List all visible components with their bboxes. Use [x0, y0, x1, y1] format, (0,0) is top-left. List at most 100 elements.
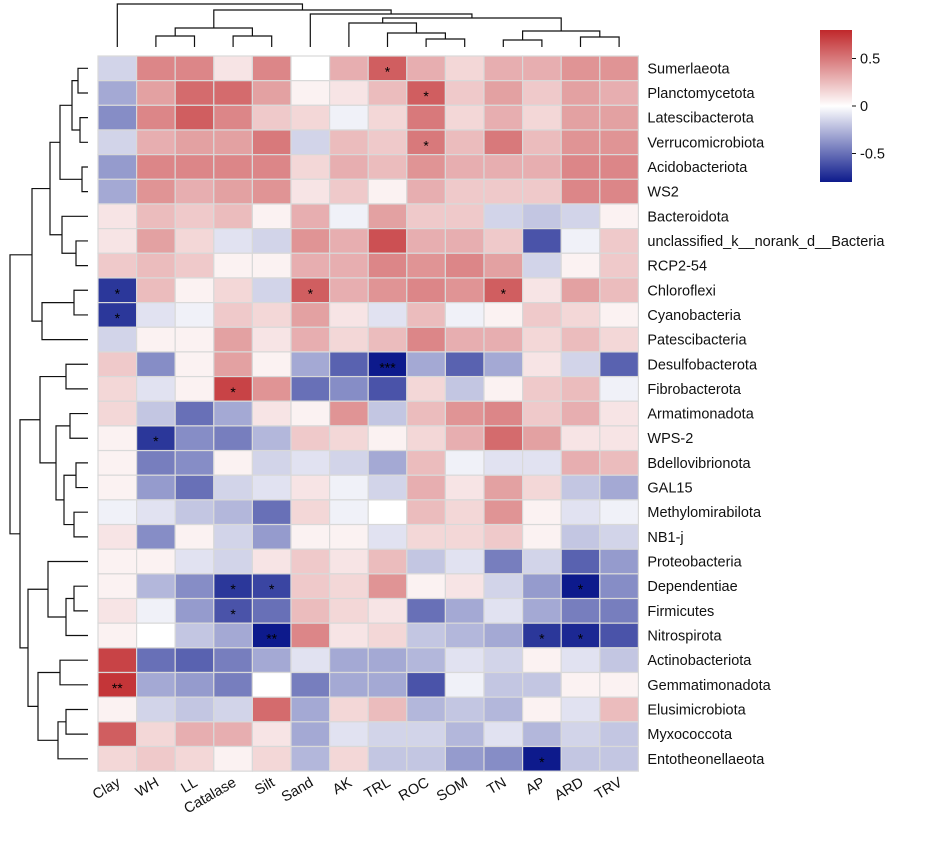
heatmap-cell: [174, 671, 215, 698]
heatmap-cell: [329, 351, 369, 378]
significance-marks: **** * ******** * **** * ****: [112, 63, 584, 769]
heatmap-cell: [97, 203, 138, 230]
heatmap-cell: [213, 80, 254, 106]
heatmap-cell: [251, 474, 292, 501]
heatmap-cell: [213, 745, 254, 772]
heatmap-cell: [174, 351, 215, 378]
heatmap-cell: [560, 647, 601, 674]
heatmap-cell: [174, 745, 215, 772]
row-label: Myxococcota: [647, 727, 733, 743]
column-label: LL: [179, 775, 201, 797]
heatmap-cell: [521, 671, 562, 698]
heatmap-cell: [406, 154, 446, 180]
dendrogram-link: [502, 39, 543, 47]
heatmap-cell: [367, 228, 408, 254]
row-label: Desulfobacterota: [647, 357, 758, 373]
heatmap-cell: [136, 252, 176, 279]
heatmap-cell: [213, 55, 254, 82]
heatmap-cell: [521, 277, 562, 304]
heatmap-cell: [367, 647, 408, 674]
heatmap-cell: [560, 523, 601, 550]
heatmap-cell: [483, 302, 524, 328]
heatmap-cell: [174, 499, 215, 526]
heatmap-cell: [406, 277, 446, 304]
heatmap-cell: [174, 80, 215, 106]
heatmap-cell: [174, 622, 215, 649]
heatmap-cell: [290, 55, 331, 82]
heatmap-cell: [290, 351, 331, 378]
heatmap-cell: [251, 721, 292, 748]
significance-mark: *: [230, 581, 236, 597]
column-label: TRV: [592, 775, 625, 803]
heatmap-cell: [367, 499, 408, 526]
heatmap-cell: [290, 474, 331, 501]
heatmap-cell: [136, 597, 176, 624]
dendrogram-link: [19, 419, 40, 649]
heatmap-cell: [444, 696, 485, 723]
significance-mark: *: [269, 581, 275, 597]
heatmap-cell: [174, 203, 215, 230]
dendrogram-link: [81, 166, 88, 193]
heatmap-cell: [251, 129, 292, 156]
dendrogram-link: [116, 3, 304, 47]
significance-mark: *: [115, 285, 121, 301]
heatmap-cell: [213, 622, 254, 649]
heatmap-cell: [599, 622, 639, 649]
column-label: WH: [133, 775, 162, 801]
heatmap-cell: [560, 721, 601, 748]
heatmap-cell: [367, 548, 408, 575]
heatmap-cell: [136, 55, 176, 82]
row-label: Verrucomicrobiota: [647, 135, 765, 151]
heatmap-cell: [251, 375, 292, 402]
heatmap-cell: [329, 228, 369, 254]
row-label: Proteobacteria: [647, 555, 742, 571]
row-label: GAL15: [647, 481, 692, 497]
heatmap-cell: [560, 696, 601, 723]
heatmap-cell: [444, 671, 485, 698]
heatmap-cell: [290, 499, 331, 526]
row-label: Elusimicrobiota: [647, 702, 746, 718]
heatmap-cell: [444, 622, 485, 649]
heatmap-cell: [136, 277, 176, 304]
significance-mark: *: [230, 384, 236, 400]
dendrogram-link: [37, 671, 60, 741]
heatmap-cell: [483, 647, 524, 674]
heatmap-cell: [521, 425, 562, 452]
dendrogram-link: [579, 36, 620, 47]
dendrogram-link: [61, 215, 88, 254]
heatmap-cell: [329, 573, 369, 600]
heatmap-cell: [521, 302, 562, 328]
heatmap-cell: [329, 671, 369, 698]
row-label: Bacteroidota: [647, 209, 729, 225]
heatmap-cell: [213, 499, 254, 526]
heatmap-cell: [560, 425, 601, 452]
heatmap-cell: [406, 597, 446, 624]
heatmap-cell: [483, 671, 524, 698]
heatmap-cell: [599, 55, 639, 82]
heatmap-cell: [97, 154, 138, 180]
heatmap-cell: [251, 178, 292, 205]
heatmap-cell: [367, 375, 408, 402]
color-legend: 0.5 0 -0.5: [820, 30, 885, 182]
heatmap-cell: [483, 696, 524, 723]
heatmap-cell: [329, 745, 369, 772]
heatmap-cell: [560, 326, 601, 353]
column-label: Clay: [90, 774, 124, 803]
heatmap-cell: [560, 499, 601, 526]
heatmap-cell: [136, 425, 176, 452]
heatmap-cell: [560, 80, 601, 106]
heatmap-cell: [560, 351, 601, 378]
heatmap-cell: [367, 597, 408, 624]
heatmap-cell: [290, 523, 331, 550]
heatmap-cell: [367, 326, 408, 353]
heatmap-cell: [367, 474, 408, 501]
heatmap-cell: [329, 449, 369, 476]
heatmap-cell: [329, 647, 369, 674]
heatmap-cell: [560, 548, 601, 575]
heatmap-cell: [136, 129, 176, 156]
heatmap-cell: [97, 129, 138, 156]
heatmap-cell: [599, 721, 639, 748]
heatmap-cell: [213, 400, 254, 427]
heatmap-cell: [483, 55, 524, 82]
heatmap-cell: [599, 277, 639, 304]
